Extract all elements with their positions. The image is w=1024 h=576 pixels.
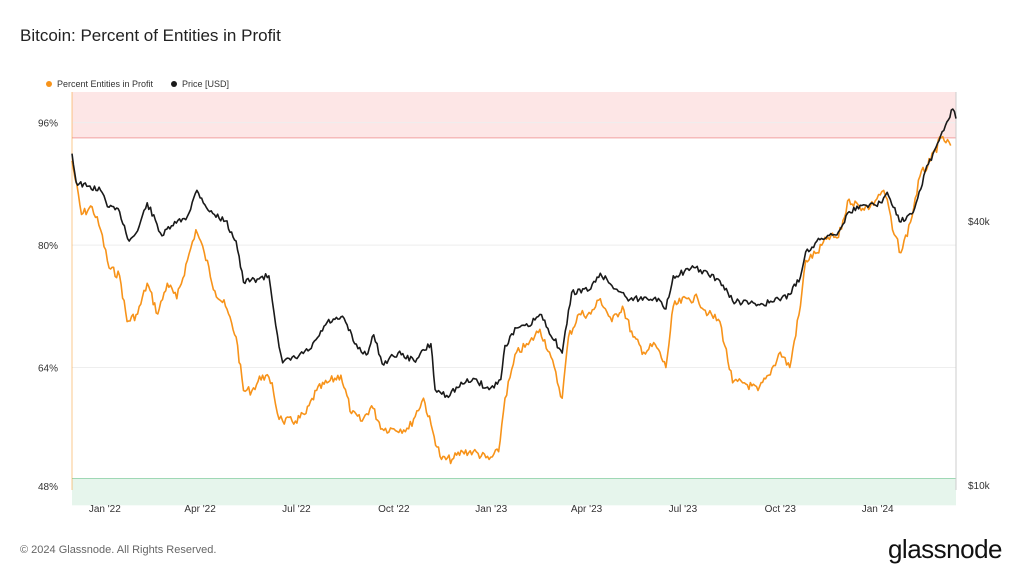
legend-item-price[interactable]: Price [USD]	[171, 79, 229, 89]
x-tick-label: Jan '23	[475, 504, 507, 515]
legend-dot-profit	[46, 81, 52, 87]
legend-item-profit[interactable]: Percent Entities in Profit	[46, 79, 153, 89]
y-left-tick-label: 80%	[38, 241, 58, 252]
x-tick-label: Apr '22	[184, 504, 216, 515]
x-tick-label: Jan '24	[862, 504, 894, 515]
lower-band	[72, 478, 956, 506]
price-series-line	[71, 108, 957, 399]
chart-title: Bitcoin: Percent of Entities in Profit	[20, 26, 281, 45]
x-tick-label: Jul '23	[669, 504, 698, 515]
y-left-tick-label: 48%	[38, 482, 58, 493]
copyright-text: © 2024 Glassnode. All Rights Reserved.	[20, 544, 217, 556]
glassnode-logo: glassnode	[887, 534, 1003, 564]
x-tick-label: Oct '23	[765, 504, 797, 515]
x-tick-label: Apr '23	[571, 504, 603, 515]
x-tick-label: Jul '22	[282, 504, 311, 515]
y-right-tick-label: $10k	[968, 481, 991, 492]
legend: Percent Entities in Profit Price [USD]	[46, 79, 229, 89]
profit-series-line	[71, 135, 952, 465]
x-tick-label: Jan '22	[89, 504, 121, 515]
legend-label-profit: Percent Entities in Profit	[57, 79, 154, 89]
y-left-tick-label: 64%	[38, 364, 58, 375]
upper-band	[72, 92, 956, 138]
y-left-tick-label: 96%	[38, 119, 58, 130]
legend-dot-price	[171, 81, 178, 87]
x-tick-label: Oct '22	[378, 504, 410, 515]
y-right-tick-label: $40k	[968, 217, 991, 228]
legend-label-price: Price [USD]	[182, 79, 230, 89]
